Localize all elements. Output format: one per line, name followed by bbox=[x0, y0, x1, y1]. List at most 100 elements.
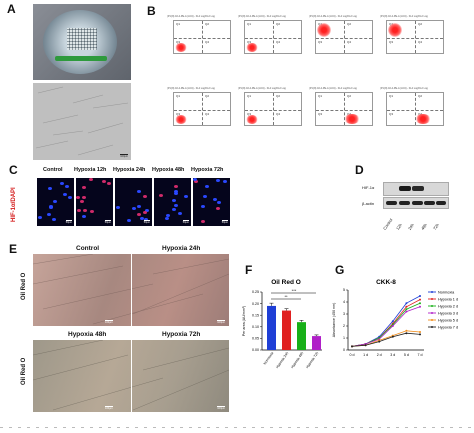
panel-label-b: B bbox=[147, 4, 156, 18]
flow-plot-header: (P1(N) 02-4-PE-A (LN4) - FL4 Log/FL2 Log bbox=[309, 15, 357, 18]
chart-g-legend-marker bbox=[431, 326, 433, 328]
quadrant-label: Q4 bbox=[276, 112, 281, 116]
flow-plot-header: (P1(N) 02-4-PE-A (LN4) - FL4 Log/FL2 Log bbox=[238, 87, 286, 90]
chart-g-xtick-label: 3 d bbox=[390, 353, 395, 357]
chart-g-series-line bbox=[351, 302, 421, 347]
quadrant-label: Q1 bbox=[318, 94, 323, 98]
nucleus bbox=[115, 206, 120, 210]
nucleus bbox=[140, 216, 145, 220]
chart-g-xtick-label: 7 d bbox=[418, 353, 423, 357]
quadrant-label: Q2 bbox=[205, 94, 210, 98]
panel-label-g: G bbox=[335, 263, 345, 277]
scale-bar-c: 50μm bbox=[65, 220, 72, 224]
quadrant-h-line bbox=[387, 110, 443, 111]
chart-g-legend-label: Hypoxia 1 d bbox=[438, 297, 458, 301]
cell-population-cluster bbox=[246, 115, 258, 124]
nucleus bbox=[213, 197, 218, 201]
nucleus bbox=[89, 178, 94, 182]
nucleus bbox=[201, 204, 206, 208]
chart-g-legend-label: Normoxia bbox=[438, 290, 455, 294]
chart-f-ylabel: Per area (AU/mm²) bbox=[242, 306, 246, 336]
e-title-control: Control bbox=[76, 245, 100, 252]
flow-plot-header: (P1(N) 02-4-PE-A (LN4) - FL4 Log/FL2 Log bbox=[167, 15, 215, 18]
chart-g-series-line bbox=[351, 332, 421, 347]
flow-plot-header: (P1(N) 02-4-PE-A (LN4) - FL4 Log/FL2 Log bbox=[380, 87, 428, 90]
scale-bar-e2: 100μm bbox=[217, 320, 225, 324]
quadrant-h-line bbox=[316, 38, 372, 39]
chart-g-title: CKK-8 bbox=[376, 279, 396, 286]
nucleus bbox=[200, 219, 205, 223]
nucleus bbox=[82, 196, 87, 200]
nucleus bbox=[53, 199, 58, 203]
nucleus bbox=[77, 209, 82, 213]
nucleus bbox=[47, 187, 52, 191]
chart-g-xtick-label: 1 d bbox=[363, 353, 368, 357]
band-72h-actin bbox=[436, 201, 446, 205]
quadrant-label: Q1 bbox=[389, 94, 394, 98]
chart-g-point bbox=[364, 344, 367, 347]
nucleus bbox=[165, 213, 170, 217]
fluorescence-image: 50μm bbox=[193, 178, 230, 226]
chart-g-legend-marker bbox=[431, 298, 433, 300]
quadrant-label: Q4 bbox=[205, 112, 210, 116]
cell-population-cluster bbox=[388, 23, 402, 37]
oil-red-texture-bottom bbox=[33, 340, 229, 411]
cck8-line-chart: CKK-8 0 1 2 3 4 5 0 d 1 d 2 d 3 d 5 d 7 d Absorbance … bbox=[332, 279, 458, 357]
fluorescence-image: 50μm bbox=[37, 178, 74, 226]
chart-f-bar bbox=[297, 322, 306, 350]
wb-lane-label: 48h bbox=[419, 222, 428, 231]
cell-population-cluster bbox=[175, 115, 187, 124]
chart-f-ytick-label: 0.05 bbox=[252, 337, 259, 341]
nucleus bbox=[177, 211, 182, 215]
nucleus bbox=[216, 200, 221, 204]
nucleus bbox=[82, 186, 87, 190]
quadrant-h-line bbox=[245, 38, 301, 39]
scale-bar-c: 50μm bbox=[182, 220, 189, 224]
chart-f-title: Oil Red O bbox=[271, 279, 301, 286]
quadrant-label: Q3 bbox=[176, 112, 181, 116]
nucleus bbox=[173, 185, 178, 189]
chart-g-point bbox=[378, 340, 381, 343]
quadrant-label: Q2 bbox=[418, 94, 423, 98]
scale-bar-c: 50μm bbox=[104, 220, 111, 224]
page-bottom-artifact bbox=[0, 427, 474, 428]
cell-texture bbox=[35, 86, 129, 156]
nucleus bbox=[62, 192, 67, 196]
panel-label-a: A bbox=[7, 2, 16, 16]
cell-culture-micrograph: 100μm bbox=[33, 83, 131, 160]
nucleus bbox=[205, 184, 210, 188]
chart-g-point bbox=[405, 302, 408, 305]
quadrant-label: Q3 bbox=[318, 40, 323, 44]
c-column-title: Hypoxia 48h bbox=[152, 167, 185, 173]
chart-g-series-line bbox=[351, 306, 421, 347]
quadrant-label: Q4 bbox=[276, 40, 281, 44]
flow-plot-header: (P1(N) 02-4-PE-A (LN4) - FL4 Log/FL2 Log bbox=[167, 87, 215, 90]
nucleus bbox=[174, 191, 179, 195]
green-ring bbox=[55, 56, 107, 61]
quadrant-label: Q1 bbox=[176, 94, 181, 98]
quadrant-label: Q1 bbox=[247, 94, 252, 98]
chart-g-xtick-label: 2 d bbox=[377, 353, 382, 357]
chart-g-point bbox=[419, 333, 421, 336]
c-column-title: Hypoxia 12h bbox=[74, 167, 107, 173]
quadrant-label: Q4 bbox=[205, 40, 210, 44]
band-24h bbox=[412, 186, 424, 191]
wb-lane-label: 12h bbox=[394, 222, 403, 231]
nucleus bbox=[223, 180, 228, 184]
quadrant-label: Q3 bbox=[318, 112, 323, 116]
nucleus bbox=[79, 199, 84, 203]
western-blot-actin bbox=[383, 197, 449, 209]
quadrant-label: Q2 bbox=[205, 22, 210, 26]
chart-g-legend-marker bbox=[431, 319, 433, 321]
nucleus bbox=[52, 217, 57, 221]
quadrant-label: Q1 bbox=[176, 22, 181, 26]
quadrant-v-line bbox=[415, 93, 416, 125]
quadrant-label: Q1 bbox=[247, 22, 252, 26]
chart-g-ylabel: Absorbance (450 nm) bbox=[332, 303, 336, 338]
chart-g-ytick-label: 4 bbox=[343, 300, 345, 304]
